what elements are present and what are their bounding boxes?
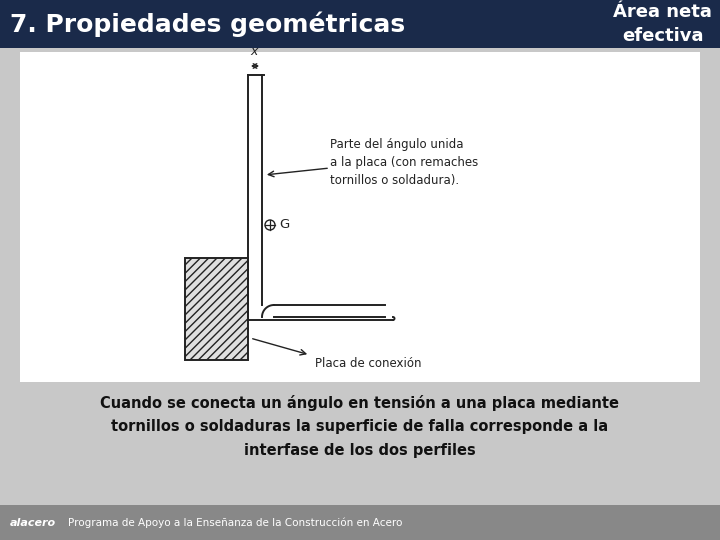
Bar [0,0,720,48]
Text: $\bar{x}$: $\bar{x}$ [250,45,260,59]
Bar [185,258,248,360]
Text: 7. Propiedades geométricas: 7. Propiedades geométricas [10,11,405,37]
Bar [20,52,700,382]
Bar [0,505,720,540]
Text: Cuando se conecta un ángulo en tensión a una placa mediante
tornillos o soldadur: Cuando se conecta un ángulo en tensión a… [101,395,619,458]
Text: alacero: alacero [10,517,56,528]
Text: Parte del ángulo unida
a la placa (con remaches
tornillos o soldadura).: Parte del ángulo unida a la placa (con r… [330,138,478,187]
Text: Área neta
efectiva: Área neta efectiva [613,3,712,45]
Text: Placa de conexión: Placa de conexión [315,357,421,370]
Text: Programa de Apoyo a la Enseñanza de la Construcción en Acero: Programa de Apoyo a la Enseñanza de la C… [68,517,402,528]
Text: G: G [279,219,289,232]
